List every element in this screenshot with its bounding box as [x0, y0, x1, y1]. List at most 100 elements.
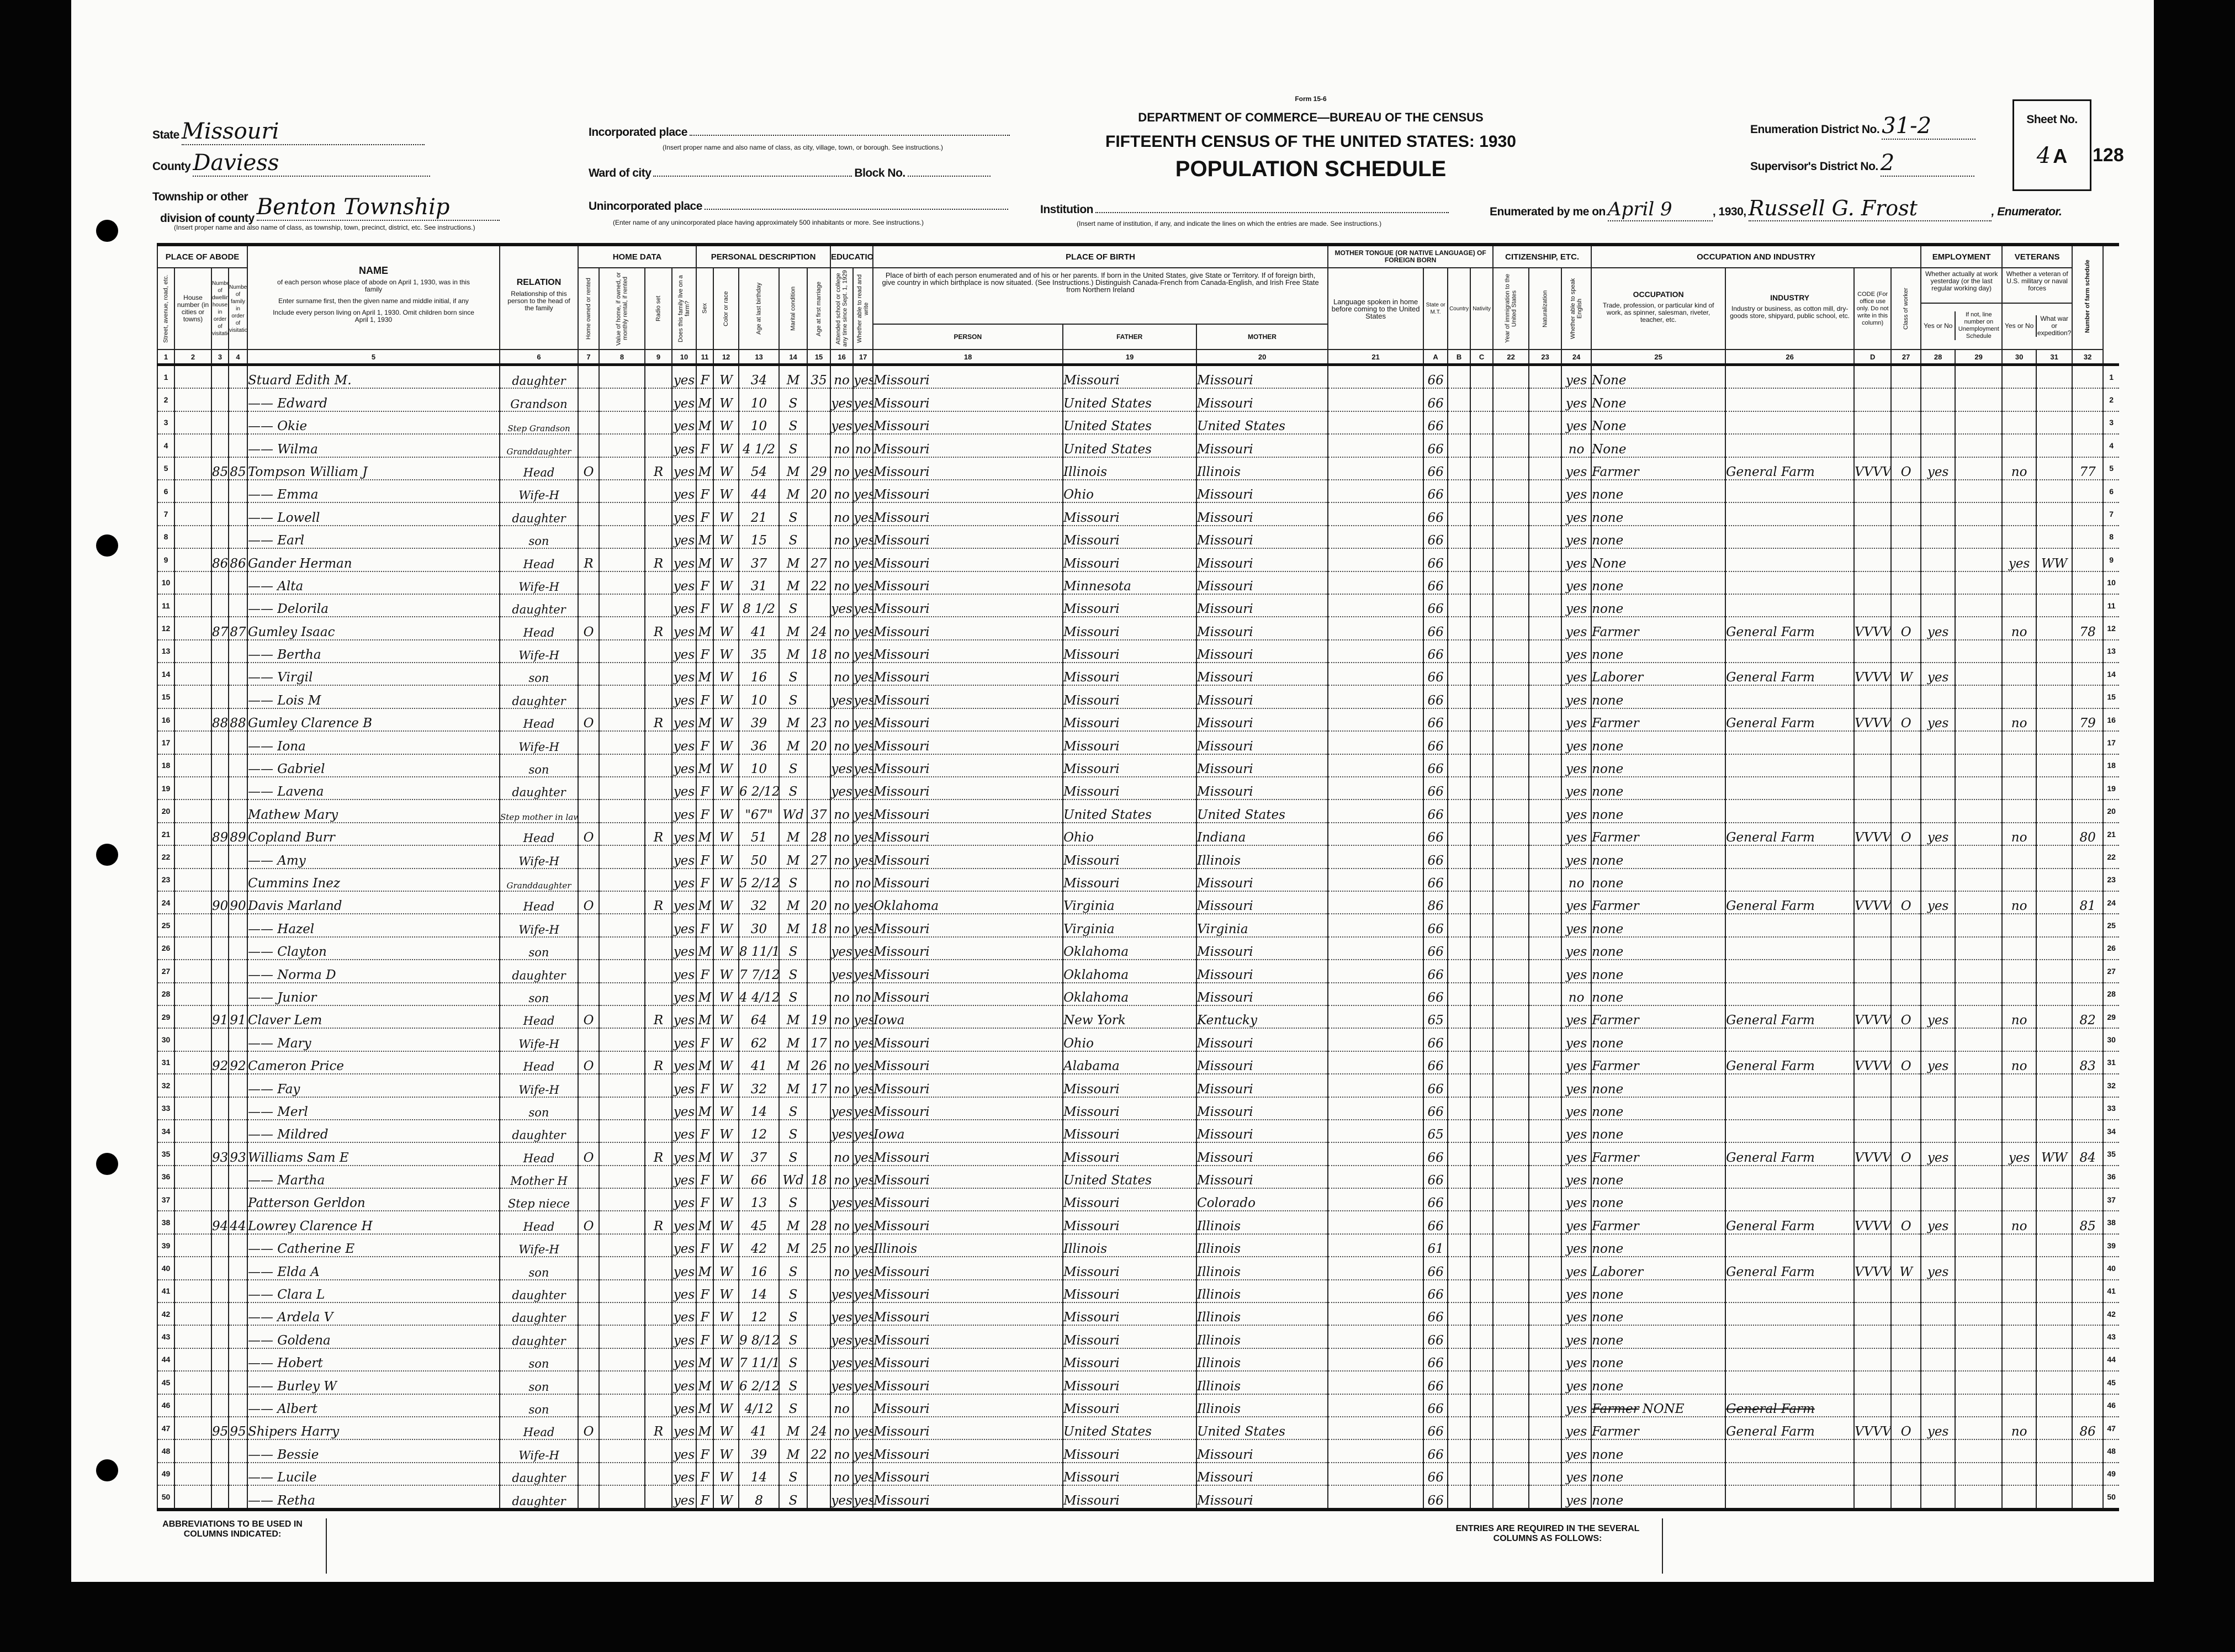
war: [2036, 663, 2073, 686]
family-number: [228, 685, 247, 709]
school: no: [830, 868, 854, 892]
occupation-value: none: [1592, 1333, 1624, 1348]
class-of-worker: [1890, 1394, 1921, 1417]
birthplace-mother: Missouri: [1196, 754, 1328, 778]
race-value: W: [719, 853, 733, 868]
war: [2036, 617, 2073, 640]
institution-field: Institution: [1040, 203, 1449, 216]
occupation-value: Farmer: [1592, 899, 1639, 914]
occupation: none: [1591, 731, 1726, 755]
column-number: 16: [830, 350, 854, 366]
birthplace-mother: Missouri: [1196, 708, 1328, 732]
person-name: Gander Herman: [247, 548, 500, 572]
language: [1327, 364, 1424, 389]
birthplace-father-value: Missouri: [1063, 1104, 1120, 1119]
sex: F: [696, 639, 714, 664]
age-value: 50: [750, 853, 767, 868]
col-28-header: Yes or No: [1924, 321, 1953, 330]
code-b: [1447, 457, 1471, 480]
dwelling-number: [211, 1188, 229, 1212]
birthplace-person-value: Missouri: [873, 853, 930, 868]
line-number: 28: [157, 982, 174, 1006]
read-write-value: yes: [854, 716, 873, 731]
farm: yes: [671, 822, 697, 846]
naturalization: [1528, 1279, 1562, 1304]
relation-value: Wife-H: [518, 1243, 559, 1257]
line-number: 14: [157, 663, 174, 686]
immigration-year: [1492, 1485, 1529, 1511]
industry: [1725, 1348, 1855, 1372]
school-value: no: [834, 1059, 850, 1074]
relation-value: Head: [523, 1220, 555, 1233]
at-work-value: yes: [1927, 1219, 1949, 1233]
industry-value: General Farm: [1726, 716, 1815, 731]
marital-status: M: [778, 708, 808, 732]
speaks-english-value: yes: [1565, 1173, 1587, 1188]
war: [2036, 1028, 2073, 1052]
race-value: W: [719, 1333, 733, 1348]
birthplace-person: Iowa: [872, 1005, 1063, 1029]
dwelling-number: 90: [211, 891, 229, 915]
birthplace-father: Missouri: [1062, 1439, 1197, 1463]
at-work: [1920, 364, 1956, 389]
relation: daughter: [499, 1119, 578, 1143]
speaks-english: yes: [1561, 799, 1592, 823]
code-d: [1853, 1165, 1892, 1189]
person-name: —— Burley W: [247, 1371, 500, 1395]
person-name-value: —— Okie: [248, 419, 308, 434]
read-write: yes: [852, 914, 873, 938]
occupation: Farmer: [1591, 1051, 1726, 1075]
unemployment-line: [1955, 1302, 2003, 1326]
war: [2036, 1119, 2073, 1143]
code-b: [1447, 411, 1471, 435]
code-d: [1853, 571, 1892, 595]
dwelling-number: 89: [211, 822, 229, 846]
code-d: [1853, 1302, 1892, 1326]
relation-value: son: [528, 991, 549, 1005]
code-c: [1470, 594, 1493, 618]
race-value: W: [719, 1401, 733, 1416]
class-of-worker: [1890, 799, 1921, 823]
birthplace-mother-value: Missouri: [1197, 1082, 1253, 1097]
marital-status-value: S: [788, 1196, 798, 1211]
sex: F: [696, 1233, 714, 1258]
relation: son: [499, 982, 578, 1006]
occupation-value: Laborer: [1592, 1264, 1644, 1279]
birthplace-mother: Missouri: [1196, 1165, 1328, 1189]
home-value: [599, 1462, 645, 1486]
class-of-worker: [1890, 1439, 1921, 1463]
farm: yes: [671, 663, 697, 686]
birthplace-father-value: New York: [1063, 1013, 1126, 1028]
relation-value: daughter: [512, 786, 566, 799]
birthplace-person: Missouri: [872, 594, 1063, 618]
dwelling-number-value: 92: [212, 1059, 229, 1074]
code-b: [1447, 1462, 1471, 1486]
family-number: 85: [228, 457, 247, 480]
col-18-header: PERSON: [954, 332, 982, 341]
line-number: 26: [157, 936, 174, 961]
race-value: W: [719, 1196, 733, 1211]
industry: [1725, 1325, 1855, 1349]
read-write-value: yes: [854, 1288, 873, 1302]
person-name-value: —— Retha: [248, 1493, 316, 1508]
col-A-header: State or M.T.: [1423, 268, 1448, 350]
unemployment-line: [1955, 1028, 2003, 1052]
code-c: [1470, 1097, 1493, 1120]
veteran: [2001, 1097, 2037, 1120]
age-first-marriage: 19: [807, 1005, 831, 1029]
person-name-value: —— Lois M: [248, 693, 321, 708]
code-d: [1853, 1325, 1892, 1349]
table-row: 6 —— Emma Wife-H yes F W 44 M 20 no yes Missouri Ohi…: [157, 479, 2120, 504]
language: [1327, 868, 1424, 892]
speaks-english: yes: [1561, 364, 1592, 389]
block-label: Block No.: [854, 167, 905, 179]
dwelling-number: 95: [211, 1416, 229, 1441]
person-name: —— Martha: [247, 1165, 500, 1189]
race-value: W: [719, 488, 733, 502]
relation: Wife-H: [499, 479, 578, 504]
birthplace-person-value: Missouri: [873, 419, 930, 434]
code-a-value: 65: [1427, 1127, 1444, 1142]
unemployment-line: [1955, 822, 2003, 846]
person-name-value: —— Clara L: [248, 1288, 325, 1302]
